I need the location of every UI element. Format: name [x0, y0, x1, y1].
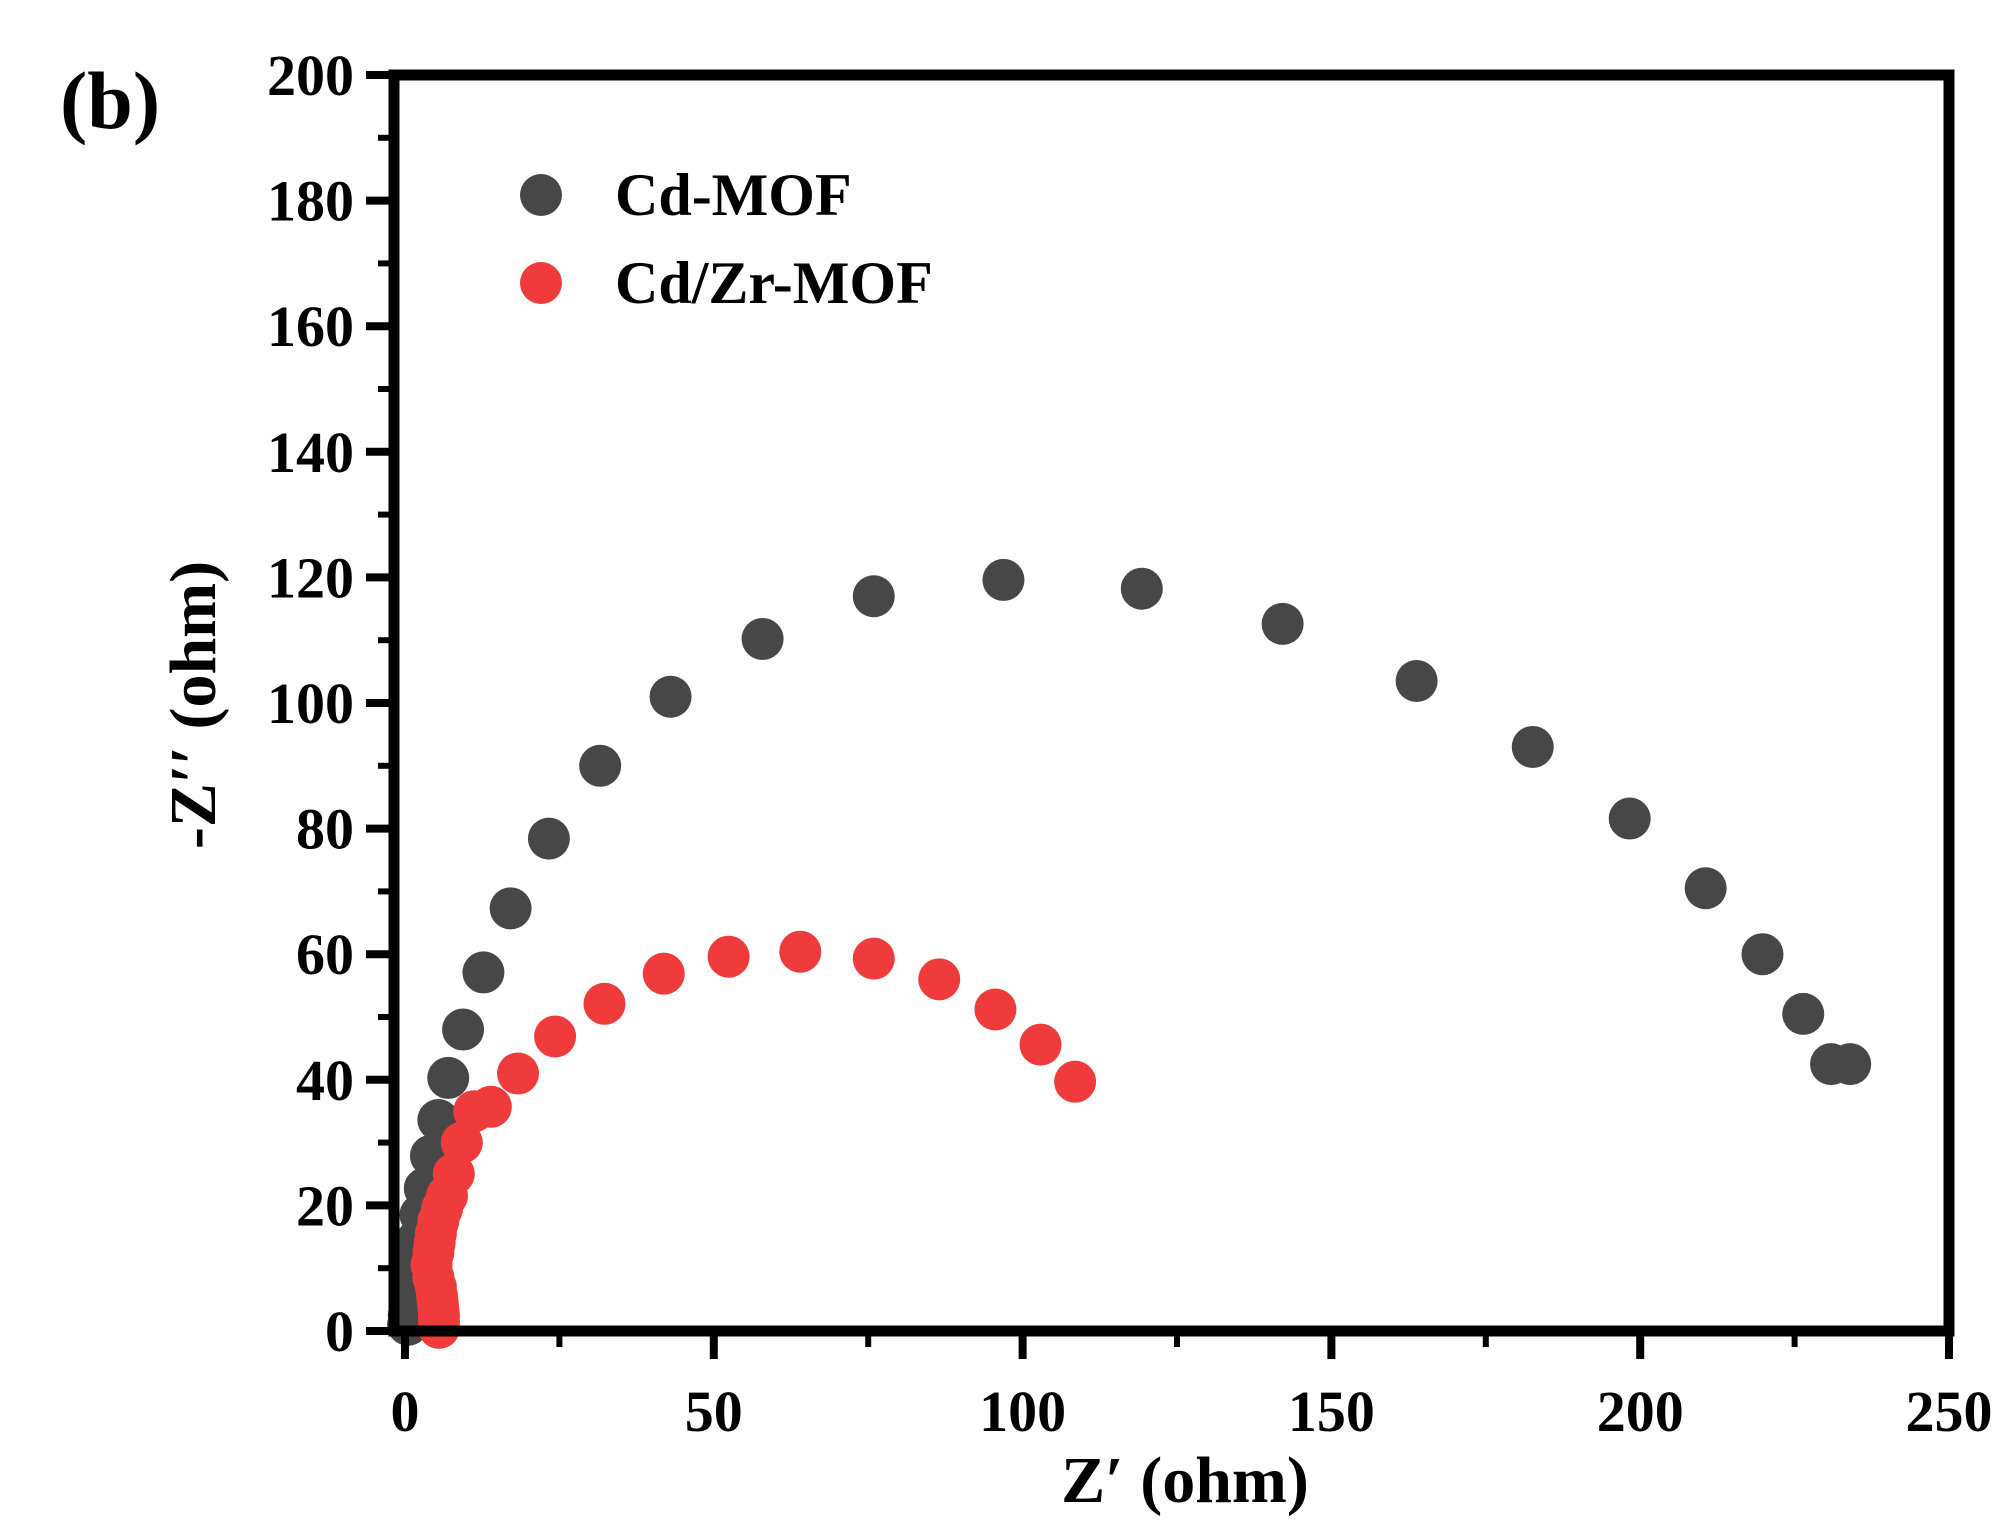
- series-cd-mof: [387, 558, 1872, 1346]
- x-tick-label: 0: [391, 1379, 420, 1444]
- data-point: [432, 1153, 475, 1195]
- data-point: [852, 937, 895, 980]
- data-point: [649, 675, 692, 718]
- data-point: [852, 575, 895, 618]
- y-tick-label: 60: [296, 922, 354, 987]
- y-tick-label: 160: [267, 294, 354, 359]
- data-point: [1054, 1060, 1097, 1103]
- data-point: [534, 1015, 577, 1058]
- y-tick-label: 40: [296, 1048, 354, 1113]
- y-axis-title: -Z′′ (ohm): [157, 561, 230, 849]
- data-point: [974, 988, 1017, 1031]
- panel-label: (b): [60, 55, 160, 146]
- x-tick-label: 100: [979, 1379, 1066, 1444]
- y-tick-label: 180: [267, 169, 354, 234]
- data-point: [427, 1056, 470, 1099]
- x-tick-label: 50: [685, 1379, 743, 1444]
- axes: 0 50 100 150 200 250 0 20 40 60 80 100 120 140 160 180 2…: [267, 43, 1993, 1444]
- data-point: [1511, 725, 1554, 768]
- legend-marker: [520, 262, 562, 304]
- data-point: [741, 617, 784, 660]
- x-tick-label: 250: [1906, 1379, 1993, 1444]
- data-point: [1608, 797, 1651, 840]
- data-point: [462, 951, 505, 994]
- data-point: [442, 1008, 485, 1051]
- data-point: [1120, 567, 1163, 610]
- data-point: [1395, 660, 1438, 703]
- data-point: [527, 817, 570, 860]
- data-point: [469, 1085, 512, 1128]
- data-point: [1019, 1023, 1062, 1066]
- legend: Cd-MOF Cd/Zr-MOF: [520, 162, 933, 316]
- y-tick-label: 20: [296, 1173, 354, 1238]
- y-tick-label: 100: [267, 671, 354, 736]
- y-tick-label: 120: [267, 545, 354, 610]
- data-point: [982, 558, 1025, 601]
- y-tick-label: 140: [267, 420, 354, 485]
- data-point: [1782, 992, 1825, 1035]
- data-point: [918, 958, 961, 1001]
- data-point: [489, 887, 532, 930]
- x-tick-label: 200: [1597, 1379, 1684, 1444]
- data-point: [1261, 602, 1304, 645]
- y-tick-label: 0: [325, 1299, 354, 1364]
- legend-label: Cd/Zr-MOF: [615, 250, 933, 316]
- series-cd-zr-mof: [410, 930, 1097, 1349]
- x-axis-title: Z′ (ohm): [1061, 1444, 1309, 1517]
- data-point: [1684, 867, 1727, 910]
- data-point: [707, 935, 750, 978]
- data-point: [1741, 933, 1784, 976]
- data-point: [642, 952, 685, 995]
- data-point: [1829, 1043, 1872, 1086]
- legend-label: Cd-MOF: [615, 162, 852, 228]
- legend-marker: [520, 174, 562, 216]
- data-point: [579, 744, 622, 787]
- data-point: [779, 930, 822, 973]
- y-tick-label: 80: [296, 797, 354, 862]
- plot-marks: [387, 558, 1872, 1349]
- data-point: [497, 1052, 540, 1095]
- x-tick-label: 150: [1288, 1379, 1375, 1444]
- y-tick-label: 200: [267, 43, 354, 108]
- data-point: [583, 982, 626, 1025]
